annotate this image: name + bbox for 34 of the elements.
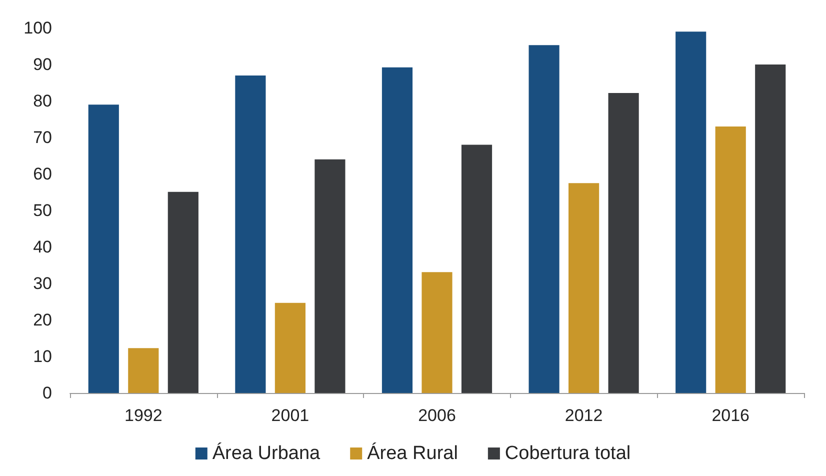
bar <box>715 126 746 393</box>
y-tick-label: 70 <box>33 128 52 147</box>
bar <box>128 348 159 393</box>
y-tick-label: 0 <box>42 384 52 402</box>
legend-label: Área Urbana <box>212 442 321 464</box>
bar <box>382 67 413 393</box>
bar <box>274 302 306 393</box>
legend-label: Cobertura total <box>504 443 631 464</box>
x-tick-label: 2016 <box>712 406 750 425</box>
bar <box>235 75 266 393</box>
y-tick-label: 60 <box>33 164 52 184</box>
bar <box>88 104 119 393</box>
x-tick-label: 1992 <box>124 406 162 425</box>
x-tick-label: 2006 <box>418 406 456 425</box>
bar <box>568 183 600 393</box>
legend-label: Área Rural <box>367 442 458 464</box>
y-tick-label: 100 <box>24 18 52 38</box>
bar <box>168 192 198 393</box>
bar <box>755 64 786 393</box>
bar <box>314 159 346 393</box>
x-tick-label: 2012 <box>564 406 603 425</box>
bar <box>528 45 560 393</box>
bar <box>608 92 639 393</box>
bar <box>461 144 492 393</box>
y-tick-label: 30 <box>33 274 52 293</box>
x-tick-label: 2001 <box>271 406 310 425</box>
bar <box>676 32 706 393</box>
y-tick-label: 50 <box>33 201 52 220</box>
y-tick-label: 40 <box>33 238 52 256</box>
y-tick-label: 10 <box>33 347 52 366</box>
y-tick-label: 80 <box>33 92 52 110</box>
y-tick-label: 90 <box>33 55 52 74</box>
y-tick-label: 20 <box>33 310 52 330</box>
bar <box>422 272 452 393</box>
